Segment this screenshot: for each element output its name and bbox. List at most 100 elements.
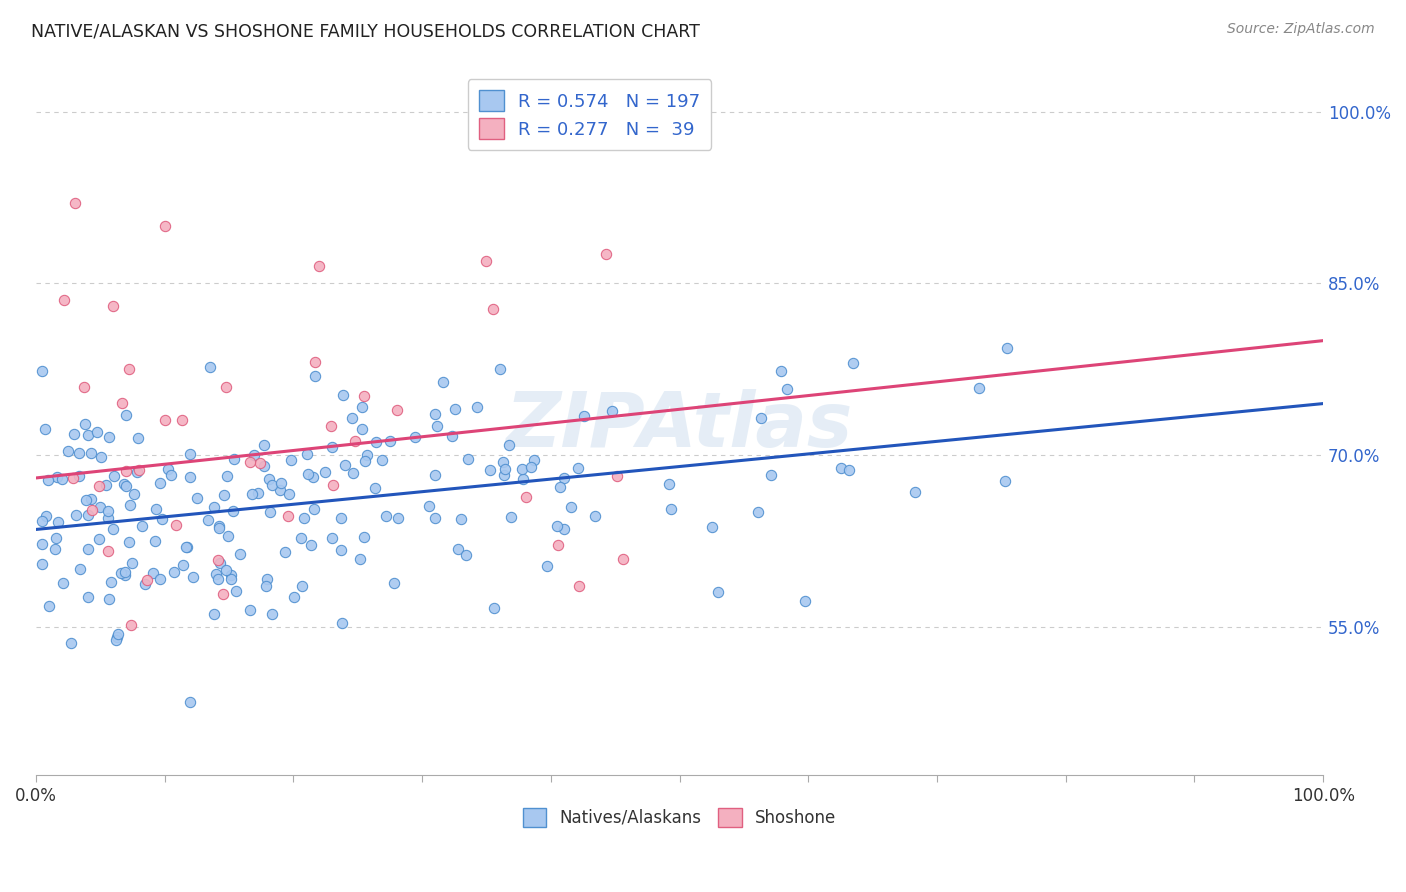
Point	[794, 593, 817, 607]
Point	[520, 459, 543, 474]
Point	[380, 434, 402, 449]
Point	[31, 557, 53, 571]
Point	[657, 476, 679, 491]
Point	[97, 504, 120, 518]
Point	[82, 502, 104, 516]
Point	[776, 382, 799, 396]
Point	[567, 579, 589, 593]
Point	[283, 590, 305, 604]
Point	[353, 454, 375, 468]
Point	[86, 425, 108, 439]
Point	[547, 537, 569, 551]
Point	[53, 293, 76, 308]
Point	[465, 400, 488, 414]
Point	[246, 485, 269, 500]
Point	[45, 531, 67, 545]
Point	[585, 509, 607, 524]
Point	[319, 418, 342, 433]
Point	[31, 364, 53, 378]
Point	[80, 491, 103, 506]
Point	[352, 400, 374, 414]
Point	[114, 567, 136, 582]
Point	[443, 402, 465, 417]
Point	[239, 455, 262, 469]
Point	[34, 422, 56, 436]
Point	[35, 509, 58, 524]
Point	[155, 413, 177, 427]
Point	[186, 491, 208, 505]
Point	[838, 463, 860, 477]
Point	[219, 568, 242, 582]
Point	[76, 590, 98, 604]
Point	[501, 509, 523, 524]
Point	[52, 575, 75, 590]
Point	[308, 259, 330, 273]
Point	[297, 467, 319, 482]
Point	[546, 518, 568, 533]
Point	[207, 572, 229, 586]
Point	[321, 531, 343, 545]
Point	[97, 511, 120, 525]
Point	[62, 471, 84, 485]
Point	[330, 615, 353, 630]
Point	[344, 434, 367, 448]
Point	[353, 389, 375, 403]
Point	[352, 421, 374, 435]
Point	[115, 464, 138, 478]
Point	[105, 633, 128, 648]
Point	[425, 511, 447, 525]
Point	[356, 448, 378, 462]
Point	[423, 407, 446, 421]
Point	[494, 461, 516, 475]
Point	[332, 388, 354, 402]
Point	[260, 478, 283, 492]
Point	[418, 500, 440, 514]
Point	[97, 544, 120, 558]
Point	[90, 450, 112, 465]
Point	[240, 487, 263, 501]
Point	[290, 531, 312, 545]
Point	[260, 607, 283, 621]
Point	[548, 480, 571, 494]
Point	[207, 553, 229, 567]
Point	[482, 302, 505, 317]
Point	[204, 566, 226, 581]
Point	[700, 520, 723, 534]
Point	[482, 600, 505, 615]
Point	[498, 438, 520, 452]
Point	[292, 511, 315, 525]
Point	[382, 576, 405, 591]
Point	[447, 542, 470, 557]
Point	[77, 541, 100, 556]
Point	[595, 247, 617, 261]
Point	[115, 408, 138, 422]
Text: NATIVE/ALASKAN VS SHOSHONE FAMILY HOUSEHOLDS CORRELATION CHART: NATIVE/ALASKAN VS SHOSHONE FAMILY HOUSEH…	[31, 22, 700, 40]
Point	[259, 505, 281, 519]
Point	[217, 529, 239, 543]
Point	[747, 506, 769, 520]
Point	[322, 478, 344, 492]
Point	[176, 541, 198, 555]
Point	[37, 473, 59, 487]
Point	[523, 453, 546, 467]
Point	[181, 570, 204, 584]
Point	[44, 542, 66, 557]
Point	[270, 476, 292, 491]
Point	[152, 512, 174, 526]
Point	[75, 492, 97, 507]
Point	[179, 447, 201, 461]
Point	[967, 381, 990, 395]
Point	[149, 476, 172, 491]
Point	[567, 460, 589, 475]
Point	[217, 469, 239, 483]
Point	[65, 508, 87, 522]
Point	[87, 532, 110, 546]
Point	[222, 452, 245, 467]
Point	[73, 417, 96, 431]
Point	[100, 574, 122, 589]
Point	[340, 410, 363, 425]
Point	[479, 463, 502, 477]
Point	[170, 413, 193, 427]
Point	[304, 355, 326, 369]
Point	[202, 607, 225, 621]
